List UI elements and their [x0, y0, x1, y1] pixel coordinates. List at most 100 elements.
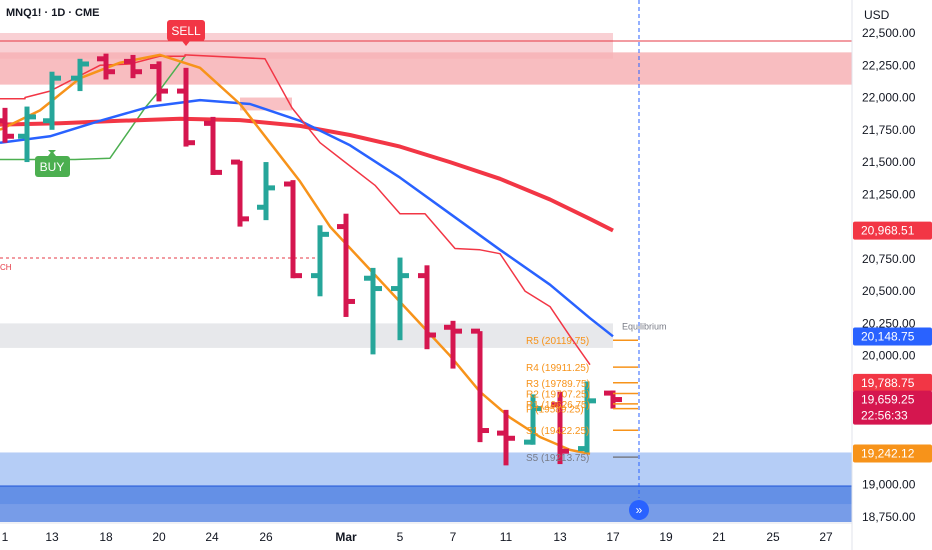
candle-open-tick: [231, 159, 240, 165]
candle-wick: [530, 394, 536, 445]
candle-wick: [77, 58, 83, 92]
price-tag-bg: [853, 390, 932, 425]
candle-close-tick: [320, 231, 329, 237]
price-tag-label: 19,788.75: [861, 376, 915, 390]
ema-short-line: [0, 53, 591, 456]
candle-close-tick: [240, 216, 249, 222]
price-tag-label: 20,148.75: [861, 329, 915, 343]
candle: [71, 58, 89, 92]
candle-wick: [290, 180, 296, 279]
candle-close-tick: [159, 88, 168, 94]
price-tags: 20,968.51 20,148.75 19,788.75 19,659.25 22:5…: [853, 221, 932, 463]
symbol-title: MNQ1! · 1D · CME: [6, 7, 100, 19]
pivot-label: R1 (19626.75): [526, 400, 590, 411]
time-tick-label: 13: [45, 530, 59, 544]
candle-wick: [49, 71, 55, 130]
support-zone-deep: [0, 486, 852, 522]
ema-mid-line: [0, 98, 614, 338]
pivot-level: R2 (19707.25): [526, 389, 638, 400]
candle: [150, 61, 168, 102]
candle-close-tick: [293, 273, 302, 279]
indicators-layer: [0, 53, 614, 456]
price-tick-label: 22,250.00: [862, 58, 916, 72]
replay-button[interactable]: »: [629, 500, 649, 520]
currency-label: USD: [864, 8, 890, 22]
candle: [124, 54, 142, 79]
candle-close-tick: [400, 273, 409, 279]
pivot-levels-layer: R5 (20119.75)R4 (19911.25)R3 (19789.75)R…: [526, 322, 667, 465]
candle-close-tick: [533, 406, 542, 412]
candle-open-tick: [177, 88, 186, 94]
pivot-level: S5 (19213.75): [526, 453, 638, 464]
candle-wick: [450, 320, 456, 369]
candle: [43, 71, 61, 130]
candle-open-tick: [497, 430, 506, 436]
candle-wick: [2, 107, 8, 143]
time-tick-label: 5: [397, 530, 404, 544]
candle-wick: [584, 381, 590, 453]
candle-close-tick: [506, 435, 515, 441]
price-tag-bg: [853, 327, 932, 346]
price-tag: 19,242.12: [853, 444, 932, 463]
price-tag-label: 20,968.51: [861, 224, 915, 238]
candle: [391, 257, 409, 341]
candle-wick: [424, 265, 430, 350]
price-tick-label: 21,500.00: [862, 155, 916, 169]
time-tick-label: 11: [500, 530, 513, 544]
time-tick-label: 1: [2, 530, 9, 544]
equilibrium-label: Equilibrium: [622, 322, 667, 332]
candle: [18, 106, 36, 163]
candle-wick: [477, 331, 483, 443]
price-tick-label: 22,500.00: [862, 26, 916, 40]
candle: [471, 328, 489, 443]
candle-wick: [370, 267, 376, 355]
candle-open-tick: [124, 58, 133, 64]
time-tick-label: 24: [205, 530, 219, 544]
price-tick-label: 20,250.00: [862, 316, 916, 330]
candle: [418, 265, 436, 350]
pivot-level: S1 (19422.25): [526, 426, 638, 437]
candle-close-tick: [346, 298, 355, 304]
sell-signal[interactable]: SELL: [167, 20, 205, 46]
price-tag-bg: [853, 221, 932, 240]
candle: [311, 225, 329, 297]
candle-open-tick: [471, 328, 480, 334]
candle: [497, 409, 515, 466]
candle-open-tick: [551, 402, 560, 408]
candle-wick: [183, 67, 189, 147]
candle: [284, 180, 302, 279]
candle-open-tick: [418, 273, 427, 279]
candle-wick: [130, 54, 136, 79]
candle-open-tick: [43, 118, 52, 124]
candle-wick: [263, 162, 269, 221]
candle-close-tick: [453, 328, 462, 334]
candle-close-tick: [5, 133, 14, 139]
time-tick-label: 13: [553, 530, 567, 544]
ema-long-line: [0, 116, 614, 233]
candle-close-tick: [480, 428, 489, 434]
candle: [177, 67, 195, 147]
candles-layer: [0, 53, 622, 466]
candle-open-tick: [444, 324, 453, 330]
candle-open-tick: [150, 64, 159, 70]
zones-layer: [0, 33, 852, 522]
buy-signal[interactable]: BUY: [35, 150, 70, 177]
price-tick-label: 21,250.00: [862, 187, 916, 201]
resistance-zone-lower: [0, 52, 852, 85]
price-axis-bg[interactable]: [852, 0, 932, 550]
candle-wick: [317, 225, 323, 297]
candle: [257, 162, 275, 221]
pivot-level: R5 (20119.75): [526, 336, 638, 347]
candle-open-tick: [604, 390, 613, 396]
price-tick-label: 22,000.00: [862, 91, 916, 105]
pivot-level: P (19589.25): [526, 405, 638, 416]
time-tick-label: 19: [659, 530, 673, 544]
candle-close-tick: [106, 69, 115, 75]
countdown-label: 22:56:33: [861, 409, 908, 423]
candle: [604, 390, 622, 409]
candle-wick: [103, 53, 109, 80]
candle-open-tick: [284, 181, 293, 187]
candle-close-tick: [186, 140, 195, 146]
candle-open-tick: [0, 118, 5, 124]
